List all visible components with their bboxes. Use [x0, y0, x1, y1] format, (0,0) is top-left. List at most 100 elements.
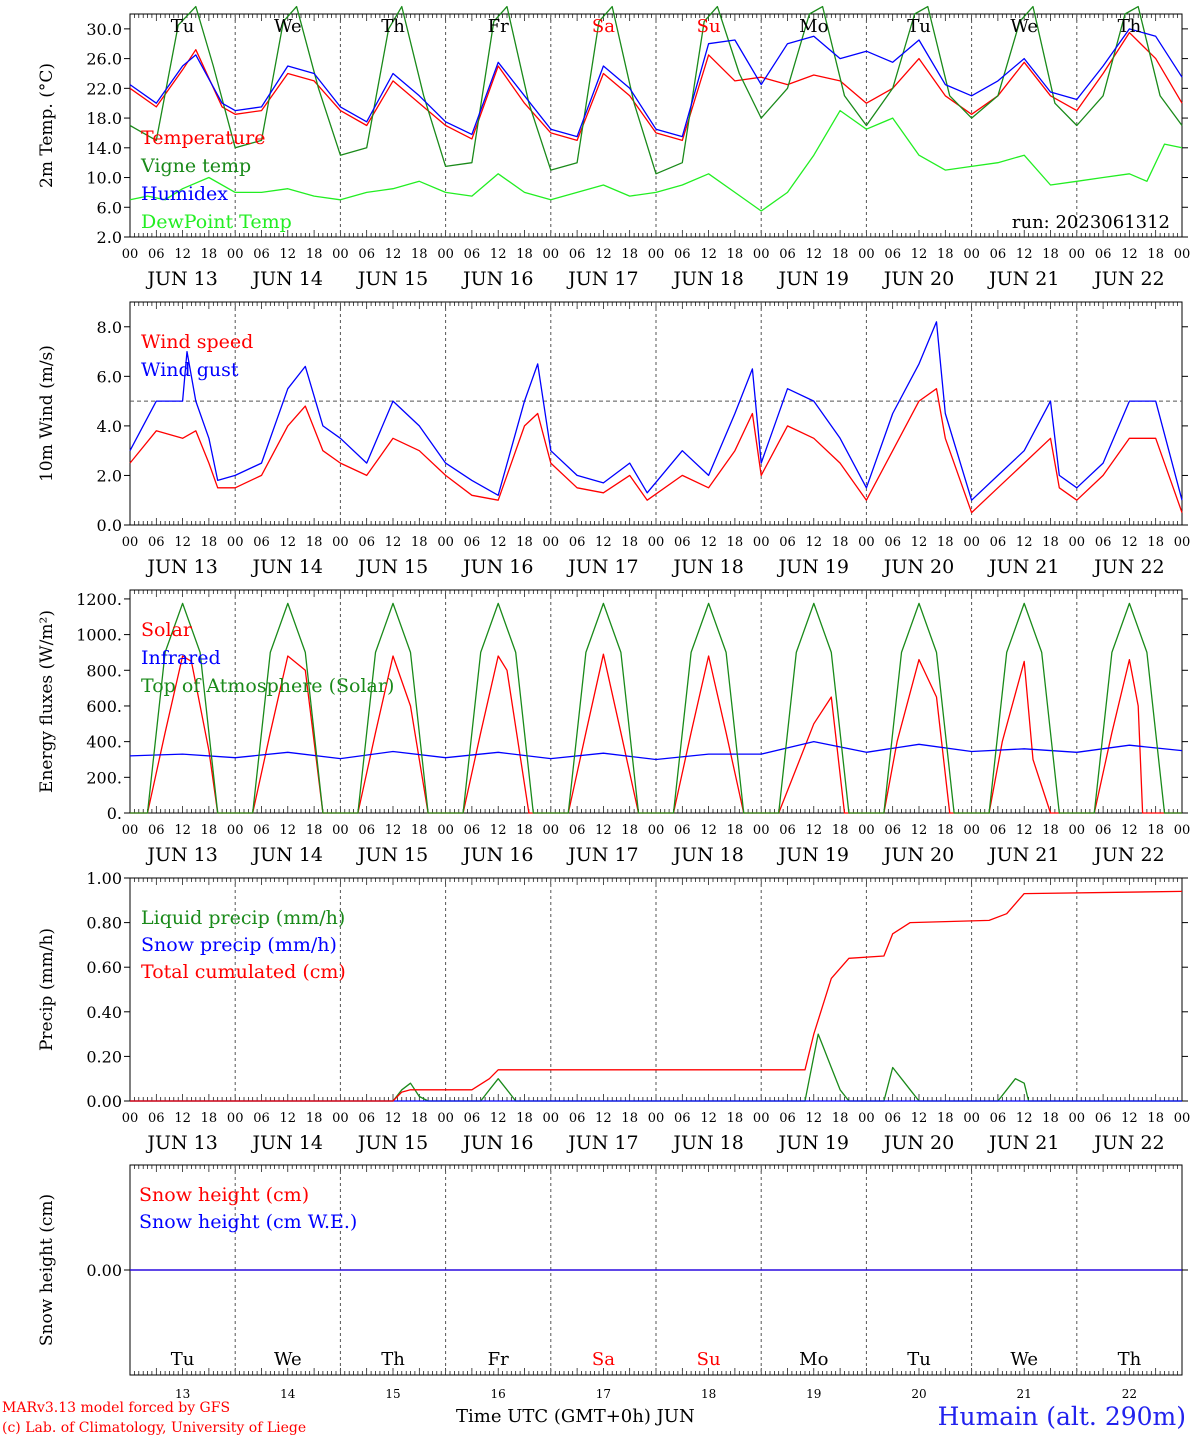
- date-label: JUN 18: [671, 268, 743, 290]
- date-label: JUN 15: [356, 844, 428, 866]
- weekday-label: Th: [381, 1349, 405, 1370]
- day-number-label: 15: [385, 1387, 400, 1401]
- hour-tick-label: 12: [280, 247, 297, 262]
- date-label: JUN 13: [145, 556, 217, 578]
- hour-tick-label: 18: [201, 823, 218, 838]
- hour-tick-label: 12: [700, 247, 717, 262]
- legend-entry: Snow height (cm): [139, 1184, 309, 1206]
- station-name: Humain (alt. 290m): [937, 1402, 1186, 1431]
- hour-tick-label: 06: [253, 1111, 270, 1126]
- hour-tick-label: 12: [700, 823, 717, 838]
- hour-tick-label: 06: [148, 823, 165, 838]
- date-label: JUN 20: [882, 556, 954, 578]
- hour-tick-label: 00: [122, 1111, 139, 1126]
- hour-tick-label: 18: [306, 1111, 323, 1126]
- hour-tick-label: 06: [358, 823, 375, 838]
- series-line-vigne-temp: [129, 5, 1183, 175]
- hour-tick-label: 18: [1147, 823, 1164, 838]
- weekday-label: We: [274, 1349, 302, 1370]
- legend-entry: Wind speed: [141, 331, 253, 353]
- hour-tick-label: 00: [963, 823, 980, 838]
- hour-tick-label: 12: [595, 247, 612, 262]
- hour-tick-label: 06: [884, 823, 901, 838]
- date-label: JUN 13: [145, 268, 217, 290]
- plot-frame-1: [129, 301, 1183, 526]
- hour-tick-label: 00: [1174, 535, 1191, 550]
- y-axis-title: 2m Temp. (°C): [37, 63, 57, 188]
- weekday-label: Th: [381, 16, 405, 37]
- hour-tick-label: 00: [858, 823, 875, 838]
- date-label: JUN 17: [566, 1132, 638, 1154]
- hour-tick-label: 06: [253, 535, 270, 550]
- weekday-label: Th: [1118, 1349, 1142, 1370]
- plot-frame-0: [129, 13, 1183, 238]
- hour-tick-label: 06: [1095, 247, 1112, 262]
- hour-tick-label: 12: [911, 1111, 928, 1126]
- hour-tick-label: 18: [727, 1111, 744, 1126]
- legend-entry: Vigne temp: [140, 155, 251, 177]
- legend-entry: Humidex: [141, 183, 228, 205]
- series-line-wind-speed: [129, 388, 1183, 514]
- weekday-label: Tu: [171, 16, 195, 37]
- weekday-label: We: [1010, 16, 1038, 37]
- hour-tick-label: 12: [174, 823, 191, 838]
- hour-tick-label: 12: [1121, 823, 1138, 838]
- hour-tick-label: 06: [253, 247, 270, 262]
- y-axis-title: Precip (mm/h): [37, 928, 57, 1051]
- weekday-label: We: [274, 16, 302, 37]
- hour-tick-label: 06: [464, 823, 481, 838]
- hour-ticks-3: [129, 878, 1183, 1101]
- hour-tick-label: 06: [884, 247, 901, 262]
- legend-entry: Wind gust: [141, 359, 239, 381]
- hour-tick-label: 00: [332, 1111, 349, 1126]
- hour-tick-label: 00: [1174, 247, 1191, 262]
- weekday-label: Tu: [907, 1349, 931, 1370]
- day-number-label: 22: [1122, 1387, 1137, 1401]
- hour-tick-label: 18: [832, 823, 849, 838]
- hour-ticks-1: [129, 302, 1183, 525]
- weekday-label: Tu: [171, 1349, 195, 1370]
- hour-tick-label: 06: [990, 535, 1007, 550]
- hour-tick-label: 12: [174, 247, 191, 262]
- date-label: JUN 13: [145, 1132, 217, 1154]
- hour-tick-label: 12: [911, 247, 928, 262]
- y-axis-title: Energy fluxes (W/m²): [37, 610, 57, 793]
- hour-tick-label: 18: [1147, 1111, 1164, 1126]
- y-tick-label: 10.0: [86, 169, 122, 188]
- hour-tick-label: 18: [306, 247, 323, 262]
- hour-tick-label: 18: [727, 535, 744, 550]
- date-label: JUN 19: [777, 844, 849, 866]
- y-tick-label: 1200.: [76, 590, 122, 609]
- hour-tick-label: 06: [779, 247, 796, 262]
- hour-tick-label: 18: [516, 823, 533, 838]
- hour-tick-label: 00: [543, 247, 560, 262]
- hour-tick-label: 12: [280, 823, 297, 838]
- hour-tick-label: 06: [464, 1111, 481, 1126]
- hour-tick-label: 06: [569, 535, 586, 550]
- day-number-label: 16: [491, 1387, 506, 1401]
- hour-tick-label: 12: [806, 247, 823, 262]
- date-label: JUN 15: [356, 268, 428, 290]
- date-label: JUN 21: [987, 844, 1059, 866]
- date-label: JUN 17: [566, 844, 638, 866]
- hour-tick-label: 00: [648, 247, 665, 262]
- hour-tick-label: 00: [1069, 247, 1086, 262]
- hour-tick-label: 12: [385, 247, 402, 262]
- date-label: JUN 18: [671, 1132, 743, 1154]
- hour-tick-label: 00: [858, 247, 875, 262]
- hour-tick-label: 00: [753, 247, 770, 262]
- date-label: JUN 14: [251, 268, 323, 290]
- hour-tick-label: 18: [832, 1111, 849, 1126]
- date-label: JUN 17: [566, 556, 638, 578]
- hour-tick-label: 18: [516, 535, 533, 550]
- date-label: JUN 22: [1092, 268, 1164, 290]
- date-label: JUN 15: [356, 556, 428, 578]
- legend-entry: Solar: [141, 619, 193, 641]
- date-label: JUN 16: [461, 556, 533, 578]
- date-label: JUN 20: [882, 1132, 954, 1154]
- hour-tick-label: 00: [753, 823, 770, 838]
- hour-tick-label: 06: [1095, 1111, 1112, 1126]
- hour-tick-label: 00: [437, 1111, 454, 1126]
- hour-tick-label: 06: [569, 1111, 586, 1126]
